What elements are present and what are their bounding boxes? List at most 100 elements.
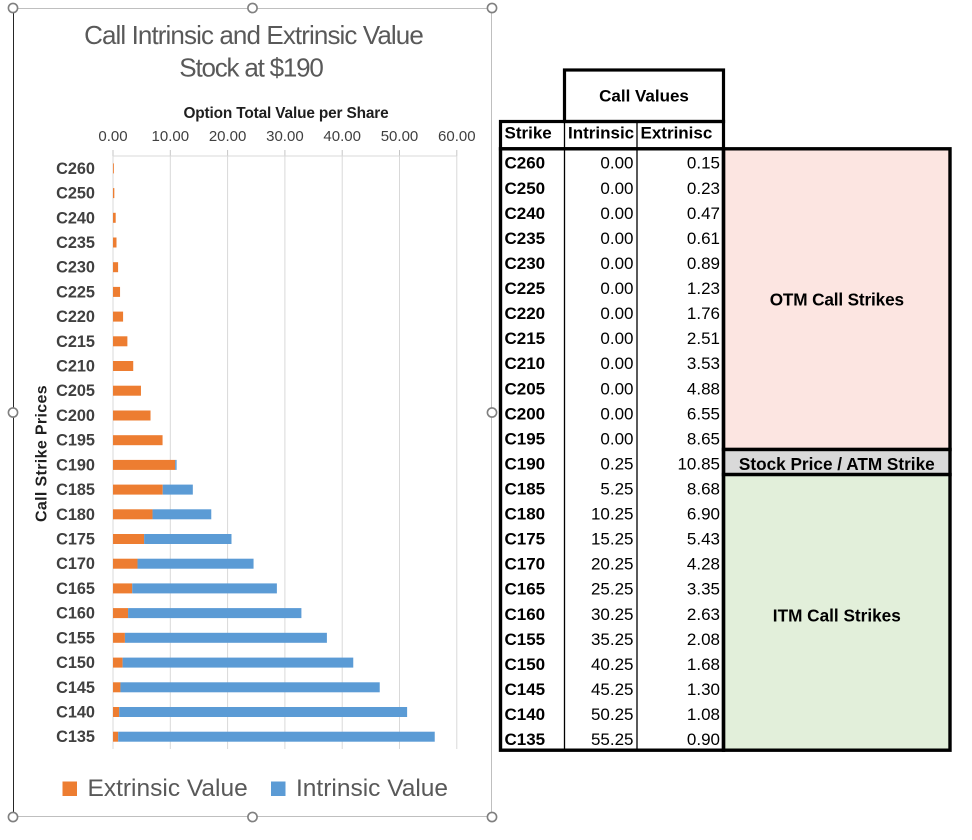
svg-text:Strike: Strike	[505, 124, 552, 143]
svg-text:0.25: 0.25	[600, 454, 633, 473]
svg-text:6.55: 6.55	[687, 404, 720, 423]
svg-text:C140: C140	[505, 705, 546, 724]
svg-text:C230: C230	[56, 259, 95, 277]
svg-text:45.25: 45.25	[591, 680, 634, 699]
svg-text:C225: C225	[56, 283, 95, 301]
svg-text:2.51: 2.51	[687, 329, 720, 348]
svg-text:0.00: 0.00	[600, 154, 633, 173]
svg-text:C155: C155	[56, 629, 95, 647]
svg-text:Extrinsic Value: Extrinsic Value	[88, 775, 248, 802]
svg-text:40.25: 40.25	[591, 655, 634, 674]
svg-text:C135: C135	[56, 728, 95, 746]
svg-text:10.00: 10.00	[152, 128, 190, 145]
svg-text:0.00: 0.00	[600, 304, 633, 323]
svg-text:20.00: 20.00	[209, 128, 247, 145]
svg-text:C145: C145	[56, 679, 95, 697]
svg-text:3.53: 3.53	[687, 354, 720, 373]
svg-text:0.61: 0.61	[687, 229, 720, 248]
svg-text:60.00: 60.00	[438, 128, 476, 145]
svg-text:C250: C250	[505, 179, 546, 198]
svg-text:C240: C240	[505, 204, 546, 223]
svg-text:1.23: 1.23	[687, 279, 720, 298]
svg-text:0.47: 0.47	[687, 204, 720, 223]
svg-text:C230: C230	[505, 254, 546, 273]
svg-text:Call Values: Call Values	[599, 87, 689, 106]
svg-text:4.28: 4.28	[687, 555, 720, 574]
svg-text:C175: C175	[56, 531, 95, 549]
svg-text:35.25: 35.25	[591, 630, 634, 649]
svg-text:C215: C215	[56, 333, 95, 351]
svg-text:C185: C185	[56, 481, 95, 499]
svg-text:50.00: 50.00	[381, 128, 419, 145]
svg-text:Call Strike Prices: Call Strike Prices	[34, 385, 51, 522]
svg-text:0.00: 0.00	[600, 279, 633, 298]
svg-text:C195: C195	[56, 432, 95, 450]
svg-text:0.00: 0.00	[600, 229, 633, 248]
svg-text:C190: C190	[505, 454, 546, 473]
svg-text:C150: C150	[56, 654, 95, 672]
svg-text:C160: C160	[56, 605, 95, 623]
svg-text:C210: C210	[56, 358, 95, 376]
svg-text:0.00: 0.00	[600, 404, 633, 423]
svg-text:55.25: 55.25	[591, 730, 634, 749]
svg-text:0.00: 0.00	[600, 379, 633, 398]
svg-text:ITM Call Strikes: ITM Call Strikes	[773, 606, 901, 626]
svg-text:0.00: 0.00	[600, 179, 633, 198]
svg-text:30.25: 30.25	[591, 605, 634, 624]
svg-text:C165: C165	[56, 580, 95, 598]
svg-text:40.00: 40.00	[323, 128, 361, 145]
svg-text:C170: C170	[505, 555, 546, 574]
svg-text:C205: C205	[505, 379, 546, 398]
svg-text:Extrinisc: Extrinisc	[641, 124, 713, 143]
svg-text:C210: C210	[505, 354, 546, 373]
svg-text:C145: C145	[505, 680, 546, 699]
svg-text:C155: C155	[505, 630, 546, 649]
svg-text:C200: C200	[56, 407, 95, 425]
svg-text:8.65: 8.65	[687, 429, 720, 448]
svg-text:C190: C190	[56, 456, 95, 474]
svg-text:C205: C205	[56, 382, 95, 400]
svg-text:0.00: 0.00	[600, 329, 633, 348]
svg-text:1.30: 1.30	[687, 680, 720, 699]
svg-text:C235: C235	[505, 229, 546, 248]
svg-text:C260: C260	[505, 154, 546, 173]
svg-text:Stock Price / ATM Strike: Stock Price / ATM Strike	[739, 454, 935, 474]
svg-text:C170: C170	[56, 555, 95, 573]
svg-text:C160: C160	[505, 605, 546, 624]
svg-text:0.00: 0.00	[600, 204, 633, 223]
svg-text:1.68: 1.68	[687, 655, 720, 674]
svg-text:C185: C185	[505, 480, 546, 499]
svg-text:C220: C220	[505, 304, 546, 323]
svg-text:OTM Call Strikes: OTM Call Strikes	[770, 290, 904, 310]
svg-text:1.76: 1.76	[687, 304, 720, 323]
svg-text:C195: C195	[505, 429, 546, 448]
svg-text:8.68: 8.68	[687, 480, 720, 499]
svg-text:3.35: 3.35	[687, 580, 720, 599]
svg-text:0.00: 0.00	[600, 354, 633, 373]
svg-text:0.00: 0.00	[600, 429, 633, 448]
svg-text:6.90: 6.90	[687, 505, 720, 524]
svg-text:Stock at $190: Stock at $190	[179, 53, 323, 83]
svg-text:C200: C200	[505, 404, 546, 423]
svg-text:0.89: 0.89	[687, 254, 720, 273]
svg-text:C140: C140	[56, 704, 95, 722]
svg-text:C235: C235	[56, 234, 95, 252]
svg-text:C135: C135	[505, 730, 546, 749]
svg-text:2.08: 2.08	[687, 630, 720, 649]
svg-text:C215: C215	[505, 329, 546, 348]
svg-text:C250: C250	[56, 185, 95, 203]
svg-text:C240: C240	[56, 209, 95, 227]
svg-text:5.43: 5.43	[687, 530, 720, 549]
svg-text:C175: C175	[505, 530, 546, 549]
svg-text:20.25: 20.25	[591, 555, 634, 574]
svg-text:C180: C180	[56, 506, 95, 524]
svg-text:0.90: 0.90	[687, 730, 720, 749]
svg-text:0.15: 0.15	[687, 154, 720, 173]
svg-text:Intrinsic: Intrinsic	[568, 124, 634, 143]
svg-text:5.25: 5.25	[600, 480, 633, 499]
svg-text:C180: C180	[505, 505, 546, 524]
svg-text:C225: C225	[505, 279, 546, 298]
svg-text:1.08: 1.08	[687, 705, 720, 724]
svg-text:Intrinsic Value: Intrinsic Value	[296, 775, 448, 802]
svg-text:0.23: 0.23	[687, 179, 720, 198]
